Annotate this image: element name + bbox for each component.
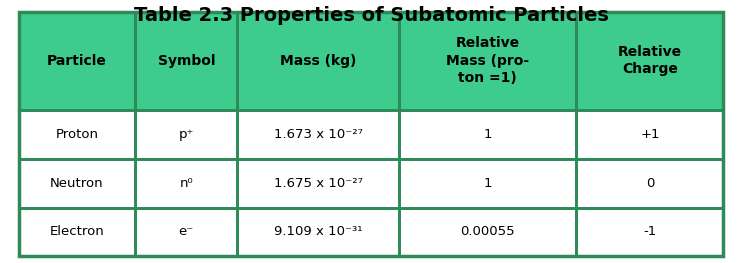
- Text: 1.673 x 10⁻²⁷: 1.673 x 10⁻²⁷: [274, 128, 363, 141]
- Bar: [135, 208, 237, 256]
- Bar: [135, 110, 237, 159]
- Text: Electron: Electron: [50, 225, 105, 239]
- Bar: [19, 12, 135, 110]
- Text: e⁻: e⁻: [179, 225, 194, 239]
- Text: 9.109 x 10⁻³¹: 9.109 x 10⁻³¹: [274, 225, 363, 239]
- Bar: [19, 159, 723, 208]
- Text: p⁺: p⁺: [179, 128, 194, 141]
- Bar: [19, 208, 723, 256]
- Text: 0: 0: [646, 176, 654, 190]
- Text: +1: +1: [640, 128, 660, 141]
- Bar: [399, 208, 577, 256]
- Text: Proton: Proton: [56, 128, 99, 141]
- Text: Particle: Particle: [47, 54, 107, 68]
- Text: 1: 1: [484, 176, 492, 190]
- Bar: [399, 159, 577, 208]
- Bar: [237, 159, 399, 208]
- Text: 1.675 x 10⁻²⁷: 1.675 x 10⁻²⁷: [274, 176, 363, 190]
- Text: -1: -1: [643, 225, 657, 239]
- Bar: [19, 159, 135, 208]
- Bar: [399, 12, 577, 110]
- Text: Mass (kg): Mass (kg): [280, 54, 356, 68]
- Text: 0.00055: 0.00055: [461, 225, 515, 239]
- Bar: [577, 159, 723, 208]
- Bar: [19, 110, 723, 159]
- Bar: [19, 208, 135, 256]
- Text: n⁰: n⁰: [180, 176, 193, 190]
- Text: Neutron: Neutron: [50, 176, 104, 190]
- Bar: [19, 110, 135, 159]
- Bar: [577, 208, 723, 256]
- Text: Table 2.3 Properties of Subatomic Particles: Table 2.3 Properties of Subatomic Partic…: [134, 6, 608, 25]
- Bar: [135, 159, 237, 208]
- Text: Relative
Mass (pro-
ton =1): Relative Mass (pro- ton =1): [446, 37, 530, 85]
- Bar: [135, 12, 237, 110]
- Bar: [237, 110, 399, 159]
- Bar: [19, 12, 723, 110]
- Bar: [237, 208, 399, 256]
- Text: Relative
Charge: Relative Charge: [618, 45, 682, 77]
- Bar: [577, 110, 723, 159]
- Bar: [399, 110, 577, 159]
- Text: 1: 1: [484, 128, 492, 141]
- Bar: [237, 12, 399, 110]
- Text: Symbol: Symbol: [157, 54, 215, 68]
- Bar: [577, 12, 723, 110]
